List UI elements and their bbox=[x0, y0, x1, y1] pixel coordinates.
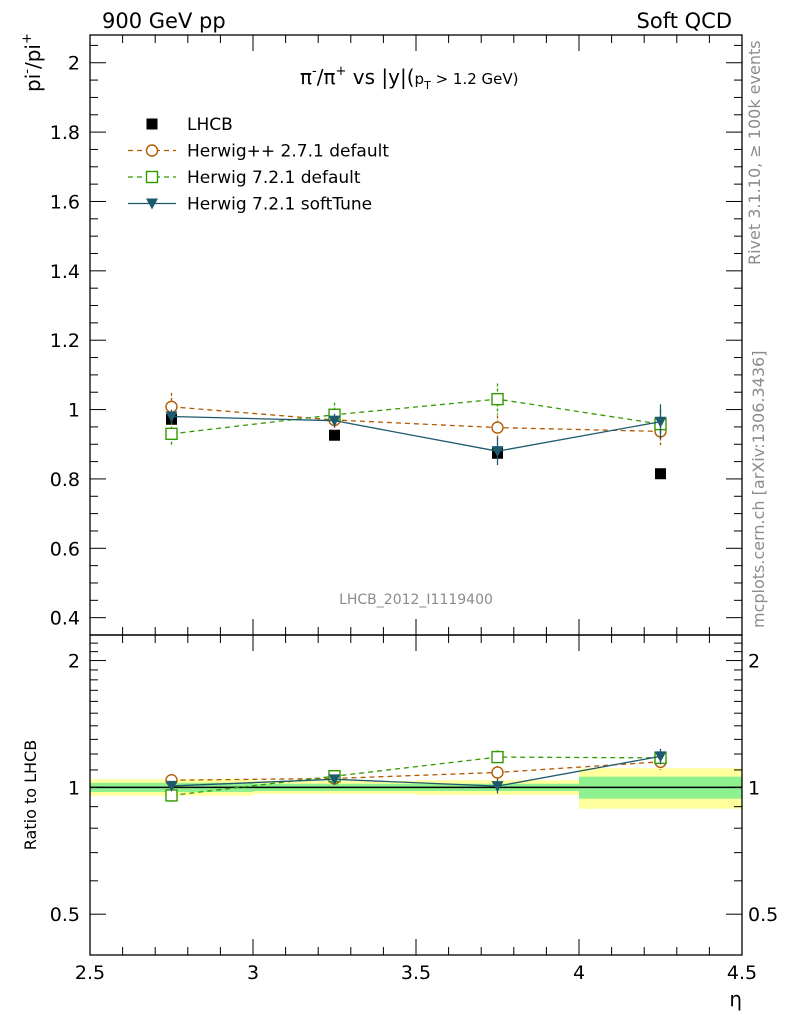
header-left: 900 GeV pp bbox=[102, 9, 226, 33]
x-tick-label: 2.5 bbox=[75, 962, 105, 984]
ratio-point-series-3 bbox=[165, 780, 178, 792]
ratio-point-series-3 bbox=[491, 781, 504, 793]
y-tick-label-ratio-left: 0.5 bbox=[50, 904, 80, 926]
ylabel-base1: pi bbox=[21, 74, 45, 92]
ratio-point-series-1 bbox=[491, 766, 504, 779]
x-tick-label: 3 bbox=[247, 962, 259, 984]
title-vs: vs |y|( bbox=[346, 65, 414, 89]
main-point-series-3 bbox=[491, 446, 504, 458]
main-line-series-2 bbox=[171, 398, 661, 435]
main-y-axis-label: pi-/pi+ bbox=[20, 33, 45, 92]
y-tick-label-main: 1.2 bbox=[50, 330, 80, 352]
legend-marker-1 bbox=[145, 144, 159, 157]
plot-title: π-/π+ vs |y|(pT > 1.2 GeV) bbox=[300, 64, 519, 92]
x-tick-label: 3.5 bbox=[401, 962, 431, 984]
ylabel-sup1: - bbox=[20, 69, 35, 74]
y-tick-label-ratio-left: 2 bbox=[68, 651, 80, 673]
main-point-series-1 bbox=[491, 421, 504, 434]
main-line-series-3 bbox=[171, 415, 661, 452]
legend-marker-0 bbox=[146, 118, 158, 130]
x-axis-label: η bbox=[729, 987, 742, 1011]
main-point-series-2 bbox=[491, 392, 504, 406]
legend: LHCB Herwig++ 2.7.1 default Herwig 7.2.1 d… bbox=[128, 115, 389, 215]
y-tick-label-main: 0.6 bbox=[50, 538, 80, 560]
rivet-label: Rivet 3.1.10, ≥ 100k events bbox=[745, 40, 764, 265]
legend-label-2: Herwig 7.2.1 default bbox=[187, 168, 361, 188]
ratio-y-axis-label: Ratio to LHCB bbox=[21, 740, 40, 850]
main-point-series-2 bbox=[165, 427, 178, 441]
title-pi: π bbox=[300, 65, 312, 89]
x-tick-label: 4.5 bbox=[727, 962, 757, 984]
ratio-uncertainty-bands bbox=[90, 768, 742, 809]
ratio-line-series-1 bbox=[171, 761, 661, 781]
main-point-series-3 bbox=[165, 411, 178, 423]
ratio-point-series-3 bbox=[328, 774, 341, 786]
title-slash: /π bbox=[317, 65, 336, 89]
y-tick-label-ratio-left: 1 bbox=[68, 777, 80, 799]
analysis-id: LHCB_2012_I1119400 bbox=[339, 592, 493, 608]
axis-ticks: 2.5 3 3.5 4 4.5 0.4 0.6 0.8 1 1.2 1.4 1.6 1.8 2 0.5 0.5… bbox=[50, 35, 778, 984]
legend-marker-2 bbox=[145, 170, 159, 184]
ratio-line-series-3 bbox=[171, 755, 661, 787]
legend-label-3: Herwig 7.2.1 softTune bbox=[187, 195, 372, 215]
ratio-series-layer bbox=[165, 748, 667, 803]
y-tick-label-main: 0.4 bbox=[50, 608, 80, 630]
main-point-series-0 bbox=[329, 429, 340, 441]
legend-label-1: Herwig++ 2.7.1 default bbox=[187, 142, 389, 162]
legend-marker-3 bbox=[146, 198, 158, 210]
y-tick-label-main: 1.6 bbox=[50, 191, 80, 213]
legend-label-0: LHCB bbox=[187, 115, 233, 135]
y-tick-label-ratio-right: 1 bbox=[748, 777, 760, 799]
title-cut: > 1.2 GeV) bbox=[431, 70, 519, 88]
x-tick-label: 4 bbox=[573, 962, 585, 984]
header-right: Soft QCD bbox=[637, 9, 732, 33]
ratio-line-series-2 bbox=[171, 756, 661, 797]
ratio-point-series-3 bbox=[654, 751, 667, 763]
title-ptsub: T bbox=[423, 79, 431, 92]
y-tick-label-ratio-right: 2 bbox=[748, 651, 760, 673]
y-tick-label-ratio-right: 0.5 bbox=[748, 904, 778, 926]
main-line-series-1 bbox=[171, 406, 661, 433]
main-point-series-3 bbox=[328, 415, 341, 427]
y-tick-label-main: 0.8 bbox=[50, 469, 80, 491]
ylabel-base2: /pi bbox=[21, 44, 45, 69]
y-tick-label-main: 1.4 bbox=[50, 261, 80, 283]
main-point-series-3 bbox=[654, 416, 667, 428]
ratio-point-series-2 bbox=[491, 750, 504, 764]
title-minus: - bbox=[312, 64, 317, 79]
ylabel-sup2: + bbox=[20, 33, 35, 44]
main-point-series-0 bbox=[655, 468, 666, 480]
y-tick-label-main: 2 bbox=[68, 53, 80, 75]
y-tick-label-main: 1.8 bbox=[50, 122, 80, 144]
y-tick-label-main: 1 bbox=[68, 400, 80, 422]
title-pt: p bbox=[415, 70, 425, 88]
mcplots-label: mcplots.cern.ch [arXiv:1306.3436] bbox=[749, 351, 768, 628]
title-plus: + bbox=[336, 64, 347, 79]
main-series-layer bbox=[165, 383, 667, 480]
